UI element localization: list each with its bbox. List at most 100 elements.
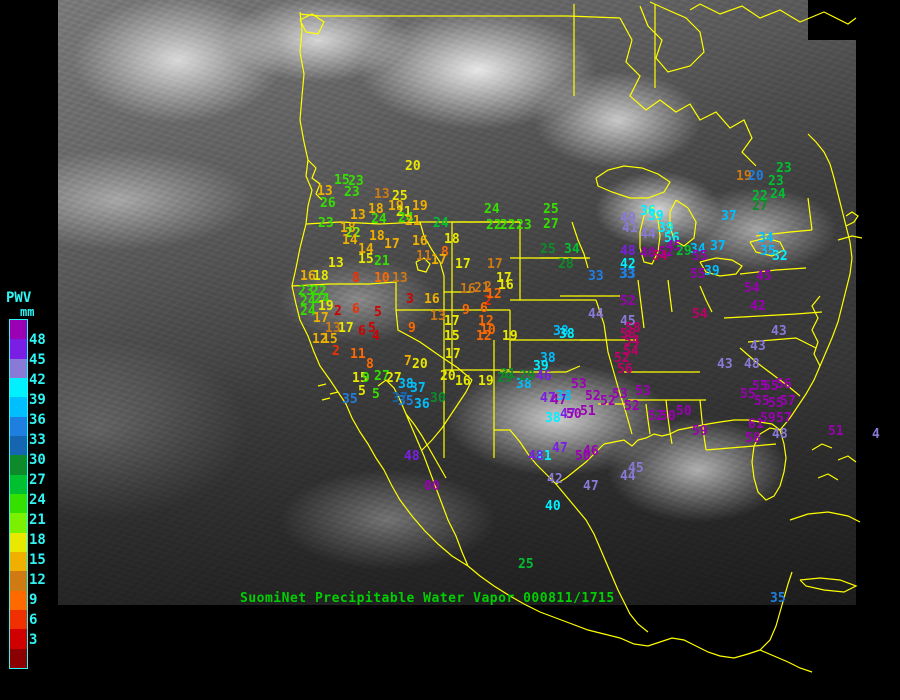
station-pwv-value: 24 [398,211,414,226]
station-pwv-value: 38 [516,377,532,392]
chesapeake-delaware [811,295,821,367]
station-pwv-value: 43 [717,357,733,372]
baja-east-coast [377,379,469,567]
colorbar-segment [10,339,27,359]
station-pwv-value: 61 [748,417,764,432]
station-pwv-value: 2 [332,344,340,359]
state-border-pa-md [739,267,807,275]
state-border-al-ga [699,399,707,451]
station-pwv-value: 44 [588,307,604,322]
station-pwv-value: 5 [368,321,376,336]
station-pwv-value: 19 [736,169,752,184]
state-border-la-ms [645,403,651,435]
station-pwv-value: 54 [744,281,760,296]
colorbar-segment [10,571,27,591]
colorbar-segment [10,629,27,649]
station-pwv-value: 42 [547,472,563,487]
station-pwv-value: 46 [536,369,552,384]
station-pwv-value: 20 [440,369,456,384]
station-pwv-value: 50 [566,407,582,422]
station-pwv-value: 27 [386,371,402,386]
station-pwv-value: 12 [312,332,328,347]
station-pwv-value: 48 [528,449,544,464]
station-pwv-value: 52 [620,294,636,309]
station-pwv-value: 53 [612,387,628,402]
station-pwv-value: 13 [430,309,446,324]
state-border-il-in [637,279,645,329]
colorbar-tick-label: 24 [29,492,46,509]
station-pwv-value: 24 [770,187,786,202]
station-pwv-value: 48 [620,244,636,259]
gulf-coast-texas [527,443,605,485]
station-pwv-value: 41 [622,221,638,236]
station-pwv-value: 22 [500,218,516,233]
station-pwv-value: 37 [721,209,737,224]
station-pwv-value: 59 [692,424,708,439]
hudson-bay-outline [639,1,705,73]
station-pwv-value: 13 [350,208,366,223]
station-pwv-value: 19 [478,374,494,389]
station-pwv-value: 25 [518,557,534,572]
station-pwv-value: 52 [624,399,640,414]
station-pwv-value: 24 [300,304,316,319]
product-timestamp: 000811/1715 [523,591,615,606]
station-pwv-value: 45 [666,239,682,254]
station-pwv-value: 23 [348,174,364,189]
state-border-nc-sc [747,337,817,349]
station-pwv-value: 34 [690,242,706,257]
colorbar-segment [10,513,27,533]
east-coast-atlantic [779,257,853,431]
station-pwv-value: 19 [318,299,334,314]
station-pwv-value: 10 [374,271,390,286]
lake-superior [595,165,671,199]
colorbar-tick-label: 45 [29,352,46,369]
colorbar-tick-label: 27 [29,472,46,489]
station-pwv-value: 29 [676,244,692,259]
station-pwv-value: 2 [334,304,342,319]
station-pwv-value: 17 [444,314,460,329]
colorbar-tick-label: 12 [29,572,46,589]
station-pwv-value: 54 [692,307,708,322]
station-pwv-value: 17 [431,253,447,268]
station-pwv-value: 38 [398,377,414,392]
station-pwv-value: 43 [750,339,766,354]
station-pwv-value: 25 [543,202,559,217]
colorbar-segment [10,377,27,398]
station-pwv-value: 53 [571,377,587,392]
station-pwv-value: 57 [776,411,792,426]
station-pwv-value: 21 [396,205,412,220]
station-pwv-value: 52 [614,351,630,366]
station-pwv-value: 18 [444,232,460,247]
station-pwv-value: 48 [772,427,788,442]
station-pwv-value: 34 [758,231,774,246]
lake-erie [699,257,743,277]
station-pwv-value: 5 [372,387,380,402]
station-pwv-value: 00 [424,479,440,494]
station-pwv-value: 36 [640,204,656,219]
pwv-colorbar: PWV mm 48 45 42 39 36 33 30 27 24 21 18 15 12 9 6 3 [0,290,58,675]
station-pwv-value: 48 [744,357,760,372]
station-pwv-value: 12 [486,287,502,302]
station-pwv-value: 22 [311,284,327,299]
station-pwv-value: 37 [392,391,408,406]
station-pwv-value: 39 [658,221,674,236]
station-pwv-value: 18 [313,269,329,284]
colorbar-tick-label: 30 [29,452,46,469]
station-pwv-value: 29 [497,371,513,386]
station-pwv-value: 52 [658,245,674,260]
station-pwv-value: 16 [412,234,428,249]
satellite-imagery-panel [58,0,856,605]
station-pwv-value: 44 [640,227,656,242]
station-pwv-value: 48 [404,449,420,464]
state-border-ms-river [595,299,625,407]
station-pwv-value: 24 [300,294,316,309]
station-pwv-value: 4 [872,427,880,442]
station-pwv-value: 39 [704,264,720,279]
station-pwv-value: 39 [648,209,664,224]
colorbar-gradient [9,319,28,669]
state-border-or-ca [291,281,397,287]
station-pwv-value: 16 [455,374,471,389]
colorbar-segment [10,609,27,630]
